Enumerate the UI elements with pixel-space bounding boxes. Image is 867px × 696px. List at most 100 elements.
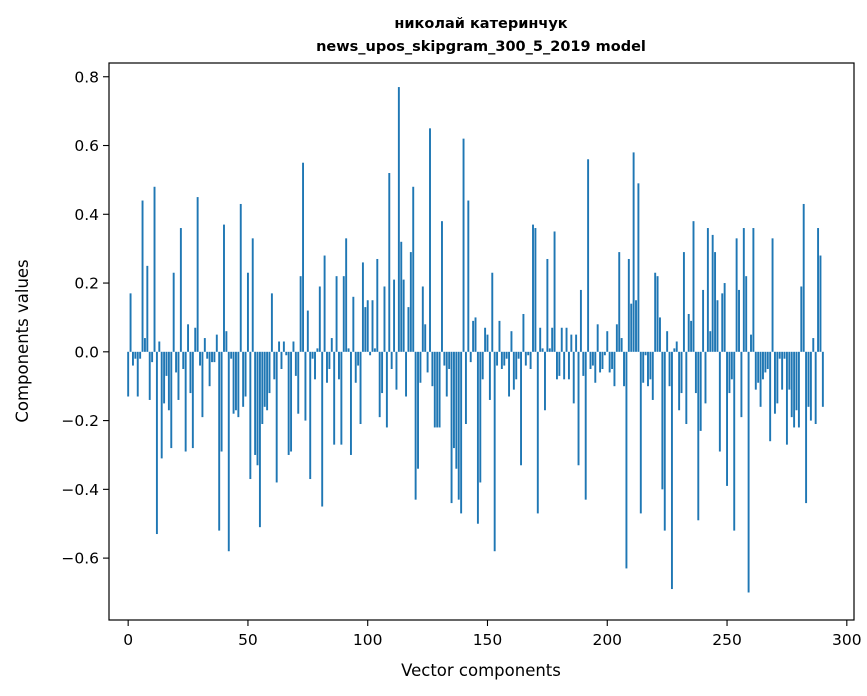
bar-83 xyxy=(326,351,328,383)
y-tick-label-5: 0.4 xyxy=(74,206,99,224)
bar-84 xyxy=(328,351,331,369)
plot-frame xyxy=(108,62,855,621)
bar-144 xyxy=(472,320,475,352)
bar-210 xyxy=(630,303,633,352)
bar-191 xyxy=(584,351,587,500)
bar-102 xyxy=(371,300,374,352)
x-tick-label-200: 200 xyxy=(592,631,622,649)
bar-26 xyxy=(189,351,192,394)
bar-52 xyxy=(251,238,254,352)
x-tick-label-300: 300 xyxy=(832,631,862,649)
bar-142 xyxy=(467,200,470,352)
bar-1 xyxy=(129,293,132,352)
bar-231 xyxy=(680,351,683,394)
bar-162 xyxy=(515,351,518,380)
bar-225 xyxy=(666,331,669,352)
bar-44 xyxy=(232,351,235,414)
bar-107 xyxy=(383,286,386,352)
bar-38 xyxy=(218,351,221,531)
bar-20 xyxy=(175,351,178,373)
bar-69 xyxy=(292,341,295,352)
bar-113 xyxy=(397,87,400,352)
bar-99 xyxy=(364,307,367,352)
bar-53 xyxy=(254,351,257,455)
bar-156 xyxy=(500,351,503,369)
bar-79 xyxy=(316,348,319,352)
bar-93 xyxy=(349,351,352,455)
y-axis-ticks: −0.6 −0.4 −0.2 0.0 0.2 0.4 0.6 0.8 xyxy=(61,68,109,568)
x-tick-label-150: 150 xyxy=(473,631,503,649)
bar-100 xyxy=(366,300,369,352)
x-tick-label-0: 0 xyxy=(123,631,133,649)
bar-168 xyxy=(529,351,532,369)
bar-148 xyxy=(481,351,484,380)
y-tick-label-3: 0.0 xyxy=(74,343,99,361)
bar-54 xyxy=(256,351,259,466)
bar-133 xyxy=(445,351,448,397)
bar-280 xyxy=(797,351,800,428)
bar-110 xyxy=(390,351,393,369)
bar-151 xyxy=(488,351,491,400)
bar-117 xyxy=(407,307,410,352)
bar-203 xyxy=(613,351,616,387)
bar-49 xyxy=(244,351,247,397)
bar-198 xyxy=(601,351,604,369)
bar-33 xyxy=(206,351,209,359)
bar-259 xyxy=(747,351,750,593)
bar-81 xyxy=(321,351,324,507)
bar-9 xyxy=(148,351,151,400)
bar-187 xyxy=(575,334,578,352)
bar-51 xyxy=(249,351,252,480)
bar-3 xyxy=(134,351,137,359)
bar-160 xyxy=(510,331,513,352)
bar-138 xyxy=(457,351,460,500)
bar-76 xyxy=(309,351,312,480)
bar-22 xyxy=(179,228,182,352)
bar-126 xyxy=(429,128,431,352)
bar-119 xyxy=(412,186,415,352)
bar-95 xyxy=(354,351,357,383)
bar-75 xyxy=(306,310,309,352)
bar-50 xyxy=(246,272,249,352)
bar-28 xyxy=(194,327,197,352)
bar-series xyxy=(127,87,824,593)
bar-74 xyxy=(304,351,307,421)
bar-73 xyxy=(302,162,304,352)
bar-270 xyxy=(773,351,776,414)
bar-122 xyxy=(419,351,422,383)
bar-248 xyxy=(721,293,724,352)
bar-27 xyxy=(191,351,194,449)
bar-193 xyxy=(589,351,592,369)
bar-254 xyxy=(735,238,738,352)
y-tick-label-4: 0.2 xyxy=(74,275,99,293)
bar-274 xyxy=(783,351,786,359)
bar-263 xyxy=(757,351,760,383)
bar-137 xyxy=(455,351,458,469)
bar-123 xyxy=(421,286,424,352)
bar-131 xyxy=(441,221,443,352)
y-tick-label-7: 0.8 xyxy=(74,68,99,86)
bar-257 xyxy=(742,228,745,352)
bar-112 xyxy=(395,351,398,390)
bar-18 xyxy=(170,351,173,449)
chart-title-line-1: николай катеринчук xyxy=(394,16,567,32)
bar-169 xyxy=(532,224,534,352)
bar-197 xyxy=(599,351,602,373)
bar-176 xyxy=(548,348,551,352)
bar-243 xyxy=(709,331,712,352)
bar-82 xyxy=(323,255,326,352)
bar-13 xyxy=(158,341,161,352)
bar-94 xyxy=(352,296,355,352)
bar-194 xyxy=(591,351,594,366)
bar-48 xyxy=(242,351,245,407)
bar-155 xyxy=(498,320,501,352)
bar-62 xyxy=(275,351,278,483)
bar-221 xyxy=(656,276,659,352)
bar-8 xyxy=(146,265,149,352)
bar-209 xyxy=(627,258,630,352)
bar-227 xyxy=(670,351,673,590)
bar-205 xyxy=(618,252,621,352)
bar-56 xyxy=(261,351,264,425)
y-tick-label-2: −0.2 xyxy=(61,412,99,430)
bar-250 xyxy=(726,351,728,486)
